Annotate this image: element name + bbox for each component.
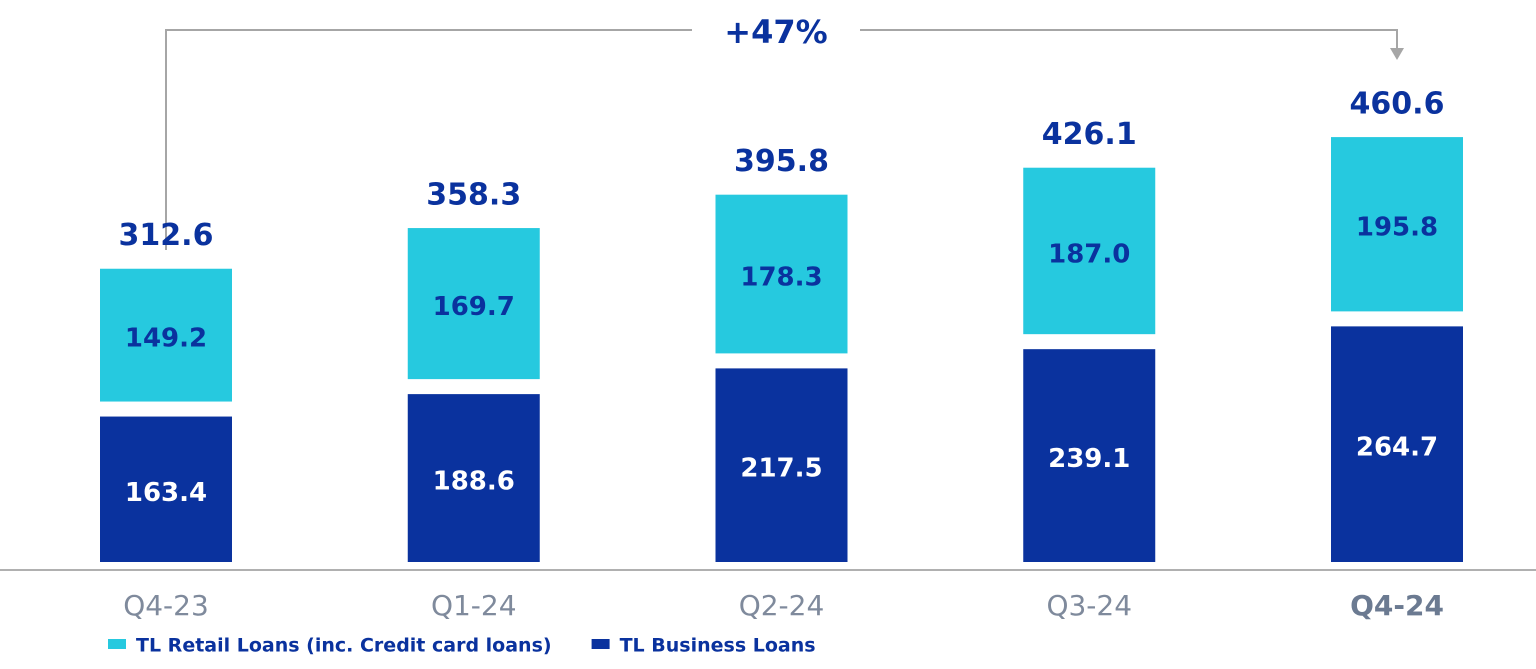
bar-segment xyxy=(100,268,232,402)
value-label: 163.4 xyxy=(125,478,207,508)
total-label: 395.8 xyxy=(734,144,829,179)
x-tick-label: Q4-24 xyxy=(1350,589,1444,622)
total-label: 460.6 xyxy=(1350,87,1445,122)
bar-segment xyxy=(407,394,540,562)
bar-segment xyxy=(1331,326,1463,562)
value-label: 239.1 xyxy=(1048,444,1130,474)
x-tick-label: Q4-23 xyxy=(123,589,209,622)
value-label: 178.3 xyxy=(740,263,822,293)
value-label: 187.0 xyxy=(1048,239,1130,269)
value-label: 188.6 xyxy=(433,467,515,497)
legend-label: TL Business Loans xyxy=(620,635,816,657)
bar-segment xyxy=(715,194,848,354)
growth-bracket xyxy=(860,29,1398,50)
bar-segment xyxy=(1023,349,1156,562)
x-tick-label: Q3-24 xyxy=(1046,589,1132,622)
value-label: 264.7 xyxy=(1356,433,1438,463)
total-label: 426.1 xyxy=(1042,117,1137,152)
bar-segment xyxy=(407,228,540,380)
value-label: 169.7 xyxy=(433,292,515,322)
bar-segment xyxy=(100,416,232,562)
arrow-head xyxy=(1390,48,1404,60)
value-label: 217.5 xyxy=(740,454,822,484)
total-label: 358.3 xyxy=(426,178,521,213)
legend-swatch xyxy=(591,639,610,649)
bar-segment xyxy=(1023,167,1156,335)
value-label: 195.8 xyxy=(1356,213,1438,243)
legend-swatch xyxy=(108,639,126,649)
growth-annotation: +47% xyxy=(724,13,827,51)
bar-segment xyxy=(1331,137,1463,312)
total-label: 312.6 xyxy=(119,218,214,253)
bar-segment xyxy=(715,368,848,562)
growth-bracket xyxy=(165,29,692,250)
x-tick-label: Q1-24 xyxy=(431,589,517,622)
x-tick-label: Q2-24 xyxy=(739,589,825,622)
value-label: 149.2 xyxy=(125,324,207,354)
legend-label: TL Retail Loans (inc. Credit card loans) xyxy=(136,635,552,657)
